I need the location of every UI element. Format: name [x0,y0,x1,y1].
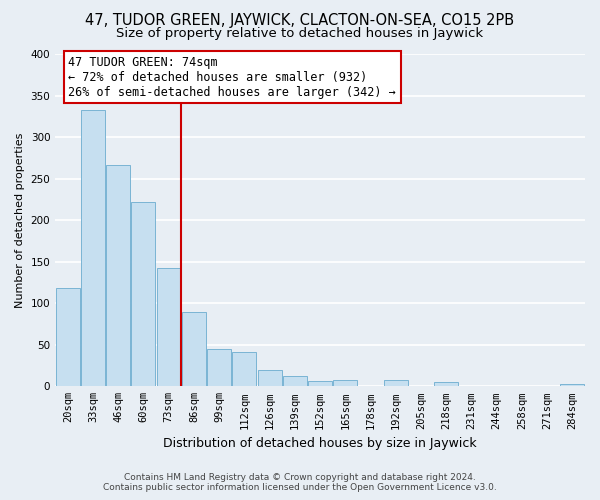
X-axis label: Distribution of detached houses by size in Jaywick: Distribution of detached houses by size … [163,437,477,450]
Bar [207,349,231,387]
Bar [81,110,105,386]
Text: 47 TUDOR GREEN: 74sqm
← 72% of detached houses are smaller (932)
26% of semi-det: 47 TUDOR GREEN: 74sqm ← 72% of detached … [68,56,396,98]
Text: Size of property relative to detached houses in Jaywick: Size of property relative to detached ho… [116,28,484,40]
Text: Contains HM Land Registry data © Crown copyright and database right 2024.
Contai: Contains HM Land Registry data © Crown c… [103,473,497,492]
Bar [106,166,130,386]
Bar [257,370,281,386]
Bar [157,268,181,386]
Bar [560,384,584,386]
Bar [434,382,458,386]
Bar [384,380,408,386]
Y-axis label: Number of detached properties: Number of detached properties [15,132,25,308]
Bar [334,380,357,386]
Bar [131,202,155,386]
Bar [182,312,206,386]
Bar [308,382,332,386]
Text: 47, TUDOR GREEN, JAYWICK, CLACTON-ON-SEA, CO15 2PB: 47, TUDOR GREEN, JAYWICK, CLACTON-ON-SEA… [85,12,515,28]
Bar [283,376,307,386]
Bar [232,352,256,386]
Bar [56,288,80,386]
